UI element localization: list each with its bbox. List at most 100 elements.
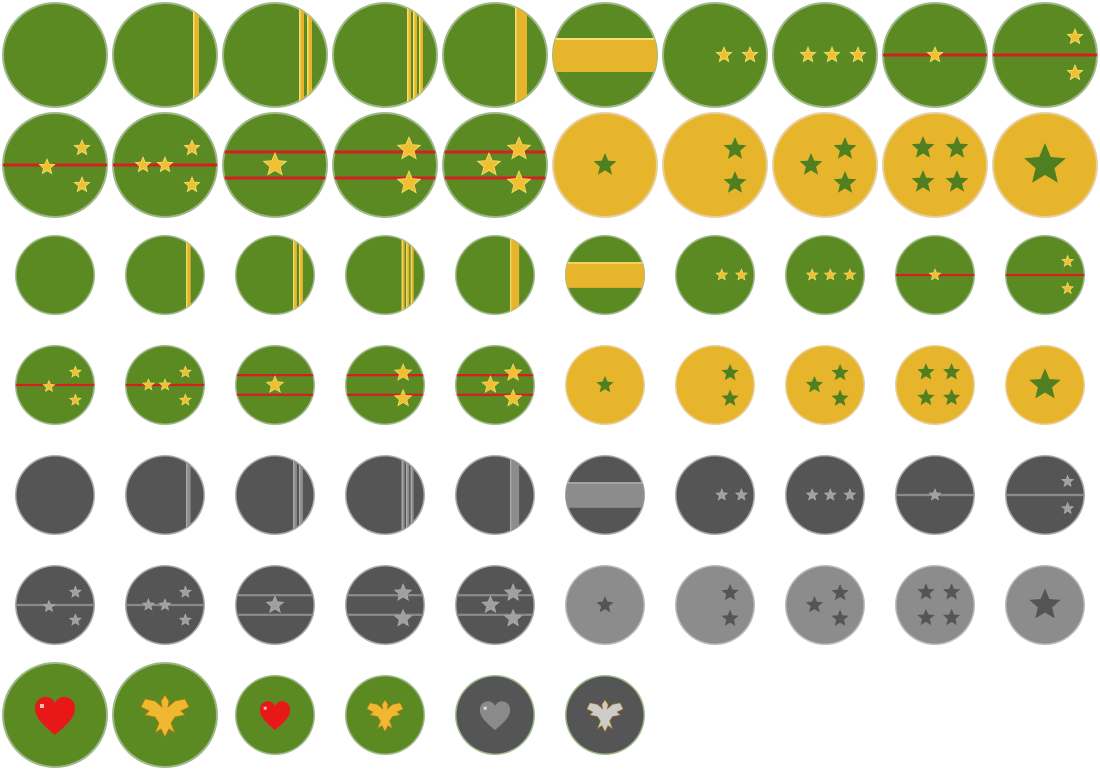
red-line xyxy=(345,393,425,396)
rank-icon xyxy=(894,234,976,316)
star xyxy=(833,137,857,159)
rank-icon xyxy=(564,454,646,536)
heart xyxy=(35,696,75,735)
star xyxy=(723,137,747,159)
stripe xyxy=(293,235,297,315)
icon-emblem xyxy=(895,488,975,501)
icon-emblem xyxy=(345,583,425,627)
star xyxy=(156,155,174,173)
star xyxy=(476,151,502,176)
red-line xyxy=(455,594,535,597)
stripe xyxy=(193,3,199,107)
star xyxy=(38,157,56,175)
star xyxy=(393,363,413,381)
stripe xyxy=(515,3,527,107)
icon-emblem xyxy=(455,363,535,407)
band xyxy=(565,262,645,288)
band-highlight xyxy=(553,38,657,40)
icon-emblem xyxy=(186,235,191,315)
stripe xyxy=(406,455,410,535)
star xyxy=(799,45,817,63)
stripe-highlight xyxy=(193,3,195,107)
rank-icon xyxy=(674,234,756,316)
icon-emblem xyxy=(895,268,975,281)
rank-icon xyxy=(564,234,646,316)
icon-emblem xyxy=(721,363,739,406)
red-line xyxy=(333,176,437,180)
rank-icon xyxy=(662,112,768,218)
icon-disc xyxy=(784,564,866,646)
stripe xyxy=(419,3,423,107)
stripe-highlight xyxy=(293,235,295,315)
star xyxy=(503,583,523,601)
star xyxy=(928,488,942,501)
icon-emblem xyxy=(293,235,303,315)
icon-emblem xyxy=(401,455,414,535)
icon-emblem xyxy=(299,3,312,107)
icon-emblem xyxy=(401,235,414,315)
rank-icon xyxy=(674,454,756,536)
icon-disc xyxy=(882,112,988,218)
icon-disc xyxy=(894,564,976,646)
icon-emblem xyxy=(721,583,739,626)
icon-emblem xyxy=(883,45,987,63)
icon-disc xyxy=(344,234,426,316)
star xyxy=(158,378,172,391)
star xyxy=(42,379,56,393)
rank-icon xyxy=(882,112,988,218)
red-line xyxy=(15,603,95,607)
icon-disc xyxy=(454,454,536,536)
star xyxy=(805,488,819,501)
star xyxy=(141,378,155,391)
stripe xyxy=(299,3,304,107)
stripe-highlight xyxy=(293,455,295,535)
stripe-highlight xyxy=(406,235,408,315)
red-line xyxy=(1005,273,1085,277)
rank-icon xyxy=(222,2,328,108)
stripe xyxy=(401,455,405,535)
icon-disc xyxy=(772,2,878,108)
badge-icon xyxy=(2,662,108,768)
stripe-highlight xyxy=(410,235,412,315)
icon-disc xyxy=(784,234,866,316)
icon-emblem xyxy=(565,262,645,288)
icon-disc xyxy=(2,2,108,108)
star xyxy=(178,393,192,406)
rank-icon xyxy=(772,2,878,108)
rank-icon xyxy=(784,344,866,426)
rank-icon xyxy=(894,564,976,646)
icon-emblem xyxy=(993,27,1097,81)
rank-icon xyxy=(772,112,878,218)
star xyxy=(506,135,532,160)
rank-icon xyxy=(454,344,536,426)
icon-emblem xyxy=(715,488,748,501)
star xyxy=(721,389,739,406)
red-line xyxy=(1005,493,1085,497)
red-line xyxy=(455,613,535,616)
rank-icon xyxy=(112,2,218,108)
badge-icon xyxy=(564,674,646,756)
star xyxy=(183,175,201,193)
red-line xyxy=(455,374,535,377)
rank-icon xyxy=(1004,564,1086,646)
rank-icon xyxy=(112,112,218,218)
star xyxy=(393,388,413,407)
star xyxy=(481,375,500,393)
stripe xyxy=(401,235,405,315)
icon-emblem xyxy=(510,455,520,535)
star xyxy=(721,609,739,626)
stripe-highlight xyxy=(299,235,301,315)
star xyxy=(1066,27,1084,45)
star xyxy=(715,488,729,501)
star xyxy=(805,268,819,281)
icon-disc xyxy=(112,2,218,108)
rank-icon xyxy=(124,454,206,536)
icon-emblem xyxy=(805,363,849,406)
star xyxy=(1029,368,1061,399)
star xyxy=(183,138,201,156)
rank-icon xyxy=(1004,454,1086,536)
red-line xyxy=(443,176,547,180)
star xyxy=(178,365,192,378)
stripe-highlight xyxy=(186,235,188,315)
icon-emblem xyxy=(3,138,107,193)
